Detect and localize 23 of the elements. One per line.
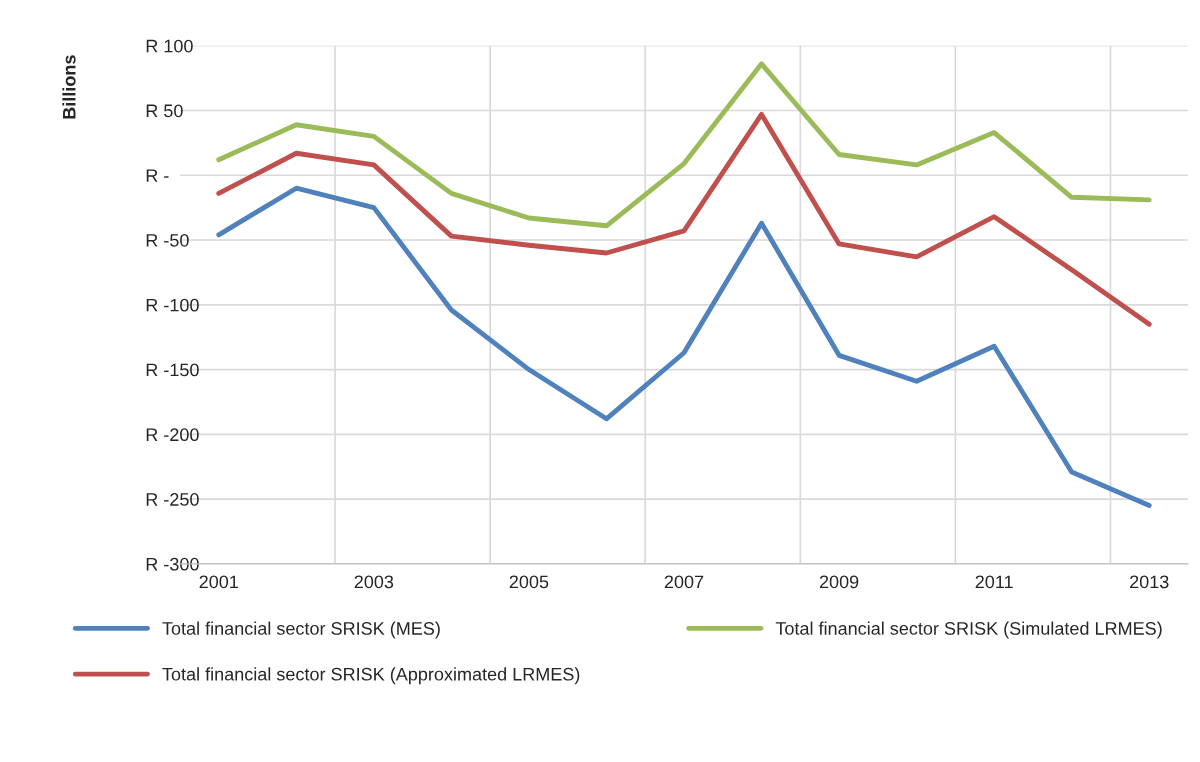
- legend-label: Total financial sector SRISK (MES): [162, 621, 440, 639]
- x-tick-label: 2001: [199, 575, 238, 589]
- y-tick-label: R -300: [146, 557, 199, 571]
- x-tick-label: 2009: [819, 575, 859, 589]
- x-tick-label: 2007: [664, 575, 704, 589]
- line-series: [216, 61, 1152, 229]
- x-tick-label: 2003: [354, 575, 394, 589]
- y-tick-label: R -50: [146, 233, 189, 247]
- x-tick-label: 2011: [975, 575, 1013, 589]
- y-tick-label: R -250: [146, 493, 199, 506]
- legend-label: Total financial sector SRISK (Simulated LRMES): [775, 621, 1162, 639]
- line-series: [216, 185, 1152, 509]
- line-series: [216, 111, 1152, 327]
- y-tick-label: R -100: [146, 298, 199, 312]
- y-tick-label: R -200: [146, 428, 199, 442]
- y-axis-title: Billions: [62, 55, 76, 119]
- x-tick-label: 2005: [509, 575, 549, 589]
- y-tick-label: R -150: [146, 363, 199, 377]
- y-tick-label: R 50: [146, 104, 183, 118]
- y-tick-label: R 100: [146, 39, 193, 53]
- y-tick-label: R -: [146, 169, 169, 182]
- legend-label: Total financial sector SRISK (Approximated LRMES): [162, 667, 580, 685]
- x-tick-label: 2013: [1130, 575, 1169, 589]
